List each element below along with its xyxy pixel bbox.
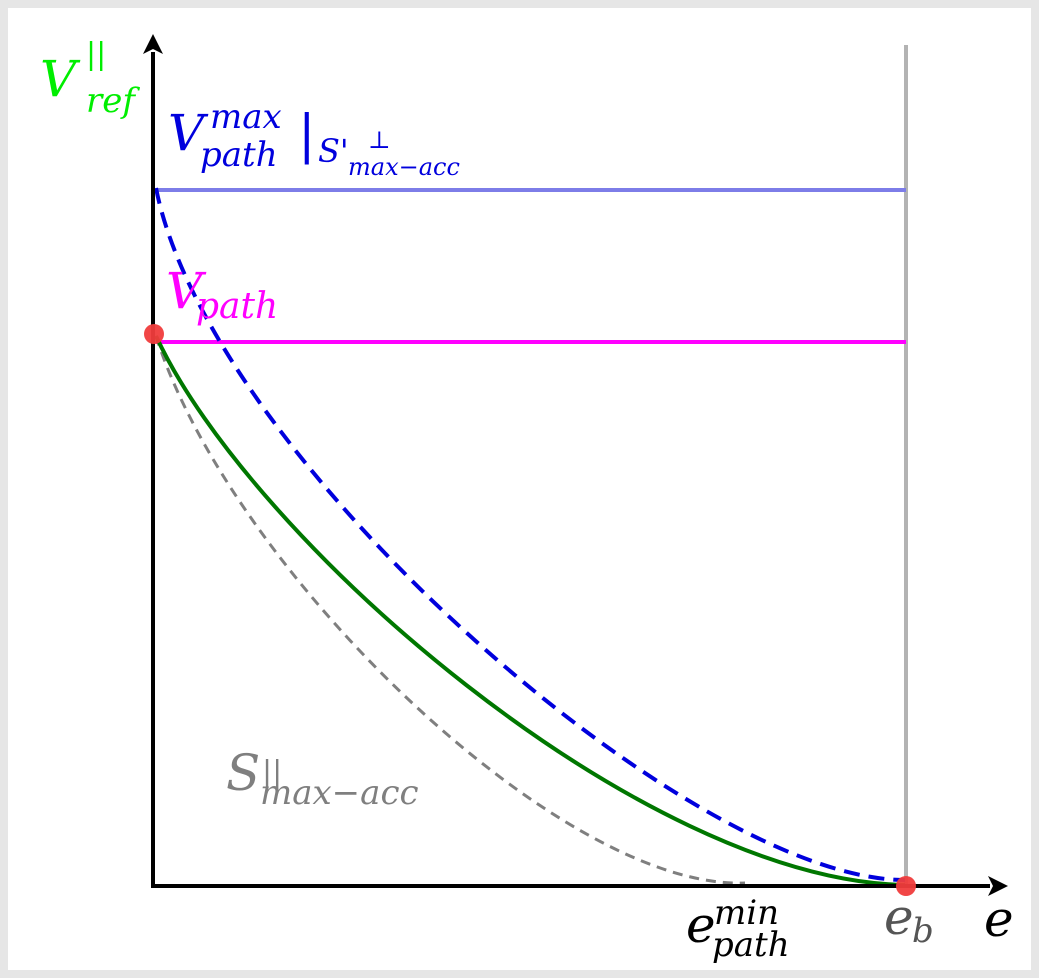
eb-point: [896, 876, 916, 896]
s-max-acc-curve: [154, 335, 746, 885]
y-axis-label: V || ref: [40, 37, 140, 121]
vpath-max-label: V max path | S' ⊥ max−acc: [168, 97, 460, 181]
e-path-min-label: e min path: [686, 893, 790, 965]
vpath-start-point: [144, 324, 164, 344]
s-max-acc-label: S || max−acc: [226, 744, 419, 813]
diagram-frame: [8, 8, 1031, 970]
reference-velocity-curve: [154, 335, 906, 887]
x-axis-label: e: [984, 890, 1014, 948]
vpath-label: V path: [166, 262, 278, 327]
vpath-max-curve: [154, 187, 906, 882]
e-b-label: e b: [884, 888, 934, 951]
